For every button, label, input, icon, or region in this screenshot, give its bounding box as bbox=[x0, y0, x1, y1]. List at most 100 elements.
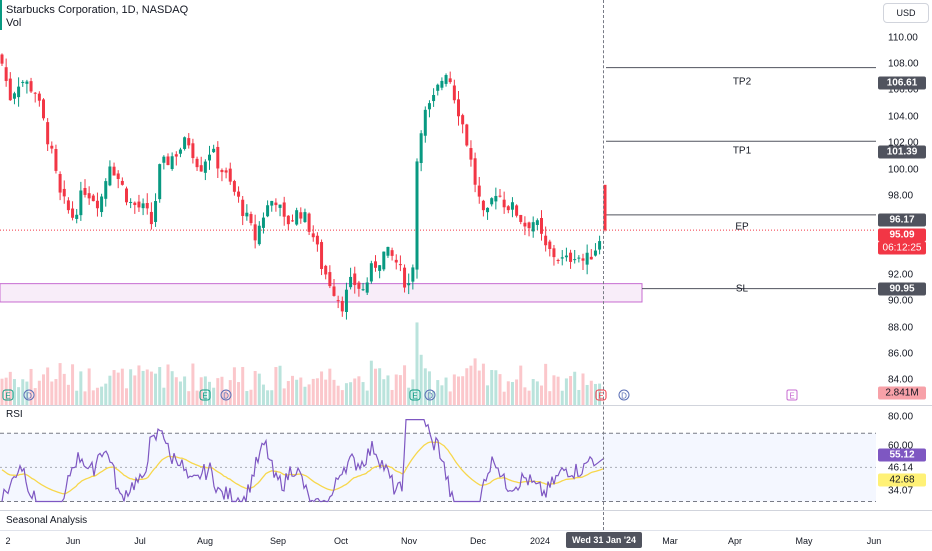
earnings-event-icon[interactable]: E bbox=[2, 389, 14, 401]
candle-body bbox=[195, 158, 199, 168]
volume-bar bbox=[378, 368, 382, 405]
rsi-ma-line bbox=[1, 441, 605, 495]
volume-bar bbox=[66, 384, 70, 405]
candle-body bbox=[58, 174, 62, 193]
volume-bar bbox=[390, 389, 394, 405]
candle-body bbox=[66, 200, 70, 211]
volume-bar bbox=[560, 390, 564, 405]
candle-body bbox=[95, 200, 99, 209]
earnings-event-icon[interactable]: E bbox=[199, 389, 211, 401]
candle-body bbox=[166, 156, 170, 166]
volume-bar bbox=[50, 381, 54, 405]
last-price-tag[interactable]: 95.09 bbox=[878, 228, 926, 242]
price-tick: 106.00 bbox=[888, 84, 919, 96]
time-axis[interactable]: 2 Jun Jul Aug Sep Oct Nov Dec 2024 Mar A… bbox=[0, 530, 932, 551]
volume-bar bbox=[332, 379, 336, 405]
price-tick: 98.00 bbox=[888, 190, 914, 202]
candle-body bbox=[403, 267, 407, 288]
volume-bar bbox=[46, 367, 50, 405]
seasonal-analysis-label[interactable]: Seasonal Analysis bbox=[6, 515, 88, 526]
tp1-price-tag[interactable]: 101.39 bbox=[878, 145, 926, 159]
candle-body bbox=[137, 201, 141, 208]
ep-price-tag[interactable]: 96.17 bbox=[878, 213, 926, 227]
tp1-label[interactable]: TP1 bbox=[732, 145, 752, 157]
volume-bar bbox=[54, 379, 58, 405]
volume-bar bbox=[494, 370, 498, 405]
volume-bar bbox=[62, 373, 66, 405]
volume-bar bbox=[29, 368, 33, 405]
pane-divider[interactable] bbox=[0, 405, 932, 406]
candle-body bbox=[286, 215, 290, 225]
candle-body bbox=[232, 181, 236, 192]
volume-bar bbox=[104, 383, 108, 405]
candle-body bbox=[598, 241, 602, 250]
price-tick: 108.00 bbox=[888, 58, 919, 70]
candle-body bbox=[419, 133, 423, 163]
candle-body bbox=[224, 170, 228, 173]
price-tick: 90.00 bbox=[888, 295, 914, 307]
volume-bar bbox=[141, 370, 145, 405]
candle-body bbox=[71, 208, 75, 218]
candle-body bbox=[357, 282, 361, 289]
candle-body bbox=[477, 185, 481, 197]
volume-legend-label[interactable]: Vol bbox=[6, 17, 22, 29]
time-tick: Apr bbox=[727, 536, 743, 546]
volume-bar bbox=[411, 379, 415, 405]
volume-bar bbox=[154, 373, 158, 405]
rsi-tick: 60.00 bbox=[888, 440, 914, 452]
candle-body bbox=[37, 93, 41, 101]
volume-bar bbox=[174, 377, 178, 405]
candle-body bbox=[75, 214, 79, 219]
dividend-event-icon[interactable]: D bbox=[23, 389, 35, 401]
time-tick: May bbox=[795, 536, 813, 546]
volume-bar bbox=[257, 373, 261, 405]
volume-bar bbox=[527, 390, 531, 405]
volume-bar bbox=[116, 372, 120, 405]
tp2-price-tag[interactable]: 106.61 bbox=[878, 76, 926, 90]
candle-body bbox=[382, 251, 386, 270]
volume-bar bbox=[324, 379, 328, 405]
upcoming-earnings-icon[interactable]: E bbox=[786, 389, 798, 401]
candle-body bbox=[133, 202, 137, 206]
volume-bar bbox=[125, 388, 128, 405]
candle-body bbox=[162, 156, 166, 163]
ep-label[interactable]: EP bbox=[735, 221, 749, 233]
candle-body bbox=[344, 289, 348, 313]
volume-bar bbox=[502, 391, 506, 405]
candle-body bbox=[266, 205, 270, 217]
dividend-event-icon[interactable]: D bbox=[618, 389, 630, 401]
dividend-event-icon[interactable]: D bbox=[424, 389, 436, 401]
candle-body bbox=[191, 143, 195, 159]
candle-body bbox=[216, 146, 220, 169]
volume-bar bbox=[253, 370, 257, 405]
currency-button[interactable]: USD bbox=[883, 3, 929, 23]
rsi-legend-label[interactable]: RSI bbox=[6, 409, 23, 420]
sl-label[interactable]: SL bbox=[735, 283, 749, 295]
earnings-event-icon[interactable]: E bbox=[409, 389, 421, 401]
volume-bar bbox=[423, 368, 427, 405]
candle-body bbox=[593, 250, 597, 256]
volume-bar bbox=[398, 375, 402, 405]
volume-bar bbox=[419, 354, 423, 405]
price-tick: 84.00 bbox=[888, 374, 914, 386]
candle-body bbox=[320, 242, 324, 269]
candle-body bbox=[423, 109, 427, 136]
candle-body bbox=[203, 161, 207, 173]
volume-bar bbox=[349, 382, 353, 405]
candle-body bbox=[398, 264, 402, 266]
volume-bar bbox=[166, 364, 170, 405]
price-chart-svg bbox=[0, 53, 876, 405]
candle-body bbox=[465, 124, 469, 146]
pane-divider[interactable] bbox=[0, 510, 932, 511]
volume-bar bbox=[540, 385, 543, 405]
earnings-event-icon[interactable]: E bbox=[595, 389, 607, 401]
sl-price-tag[interactable]: 90.95 bbox=[878, 282, 926, 296]
rsi-pane[interactable] bbox=[0, 406, 876, 510]
candle-body bbox=[154, 201, 158, 222]
candle-body bbox=[353, 273, 357, 286]
dividend-event-icon[interactable]: D bbox=[220, 389, 232, 401]
symbol-title[interactable]: Starbucks Corporation, 1D, NASDAQ bbox=[6, 4, 189, 16]
price-chart-pane[interactable] bbox=[0, 0, 876, 405]
tp2-label[interactable]: TP2 bbox=[732, 76, 752, 88]
candle-body bbox=[83, 188, 87, 195]
